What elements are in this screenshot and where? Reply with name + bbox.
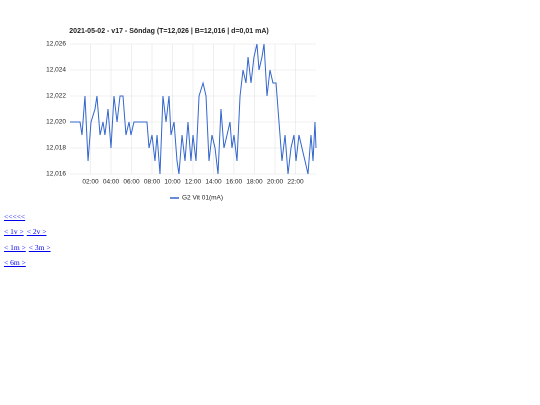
x-tick-label: 12:00 xyxy=(185,179,202,186)
x-tick-label: 08:00 xyxy=(144,179,161,186)
nav-link[interactable]: < 3m > xyxy=(28,242,51,252)
nav-row: < 6m > xyxy=(4,258,54,273)
nav-link[interactable]: < 6m > xyxy=(4,257,26,267)
y-tick-label: 12,020 xyxy=(46,119,66,126)
legend-label: G2 Vit 01(mA) xyxy=(182,195,223,202)
y-tick-label: 12,018 xyxy=(46,145,66,152)
x-tick-label: 22:00 xyxy=(287,179,304,186)
y-tick-label: 12,026 xyxy=(46,41,66,48)
x-tick-label: 10:00 xyxy=(164,179,181,186)
y-tick-label: 12,024 xyxy=(46,67,66,74)
nav-link[interactable]: < 1v > xyxy=(4,227,24,237)
nav-row: < 1m > < 3m > xyxy=(4,243,54,258)
y-tick-label: 12,022 xyxy=(46,93,66,100)
x-tick-label: 04:00 xyxy=(103,179,120,186)
nav-row: < 1v > < 2v > xyxy=(4,227,54,242)
nav: <<<<< < 1v > < 2v > < 1m > < 3m > < 6m > xyxy=(4,212,54,273)
nav-row: <<<<< xyxy=(4,212,54,227)
x-tick-label: 18:00 xyxy=(246,179,263,186)
x-tick-label: 16:00 xyxy=(226,179,243,186)
x-tick-label: 14:00 xyxy=(205,179,222,186)
x-tick-label: 02:00 xyxy=(82,179,99,186)
nav-link[interactable]: < 2v > xyxy=(26,227,47,237)
nav-link[interactable]: <<<<< xyxy=(4,212,26,221)
x-tick-label: 20:00 xyxy=(267,179,284,186)
x-tick-label: 06:00 xyxy=(123,179,140,186)
nav-link[interactable]: < 1m > xyxy=(4,242,26,252)
chart-title: 2021-05-02 - v17 - Söndag (T=12,026 | B=… xyxy=(69,28,268,35)
data-line xyxy=(70,43,317,175)
y-tick-label: 12,016 xyxy=(46,171,66,178)
